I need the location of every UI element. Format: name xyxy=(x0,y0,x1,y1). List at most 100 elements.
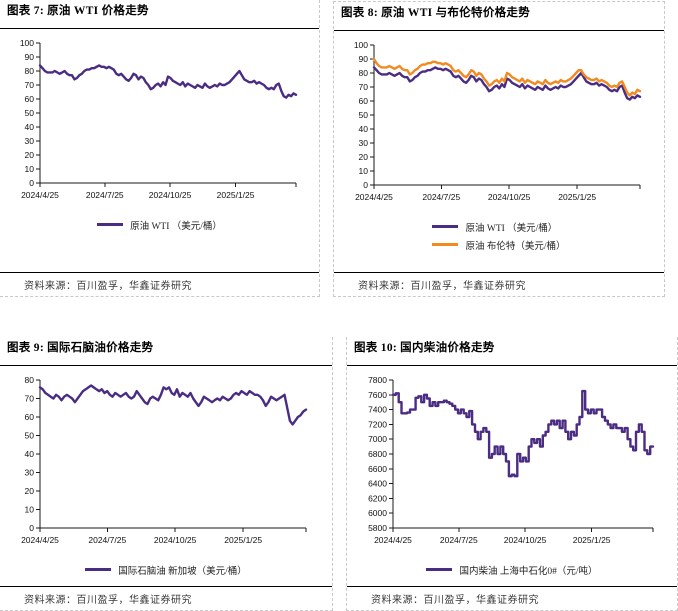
svg-text:50: 50 xyxy=(359,110,369,120)
series-line xyxy=(391,389,655,478)
chart-area: 0 10 20 30 40 50 60 70 80 90 100 2024/4/25 2024/7/25… xyxy=(334,31,664,213)
svg-text:7800: 7800 xyxy=(368,375,387,385)
svg-text:7600: 7600 xyxy=(368,390,387,400)
title-rule xyxy=(347,365,677,366)
legend-entries: 原油 WTI （美元/桶） 原油 布伦特（美元/桶） xyxy=(432,220,566,252)
wti-brent-price-chart: 0 10 20 30 40 50 60 70 80 90 100 2024/4/25 2024/7/25… xyxy=(354,40,642,202)
source-rule xyxy=(0,586,332,587)
svg-text:90: 90 xyxy=(359,54,369,64)
svg-text:30: 30 xyxy=(25,468,35,478)
legend-item: 原油 WTI （美元/桶） xyxy=(97,218,222,232)
svg-text:2025/1/25: 2025/1/25 xyxy=(224,535,262,545)
chart-panel-naphtha: 图表 9: 国际石脑油价格走势 0 10 20 30 40 50 60 70 80 2024/4/… xyxy=(0,337,333,611)
svg-text:2024/4/25: 2024/4/25 xyxy=(21,535,59,545)
svg-text:7000: 7000 xyxy=(368,434,387,444)
svg-text:10: 10 xyxy=(359,166,369,176)
legend-item: 原油 WTI （美元/桶） xyxy=(432,220,557,234)
svg-text:7200: 7200 xyxy=(368,419,387,429)
svg-text:6400: 6400 xyxy=(368,479,387,489)
svg-text:80: 80 xyxy=(25,66,35,76)
svg-text:70: 70 xyxy=(25,80,35,90)
svg-text:2024/10/25: 2024/10/25 xyxy=(154,535,197,545)
svg-text:50: 50 xyxy=(25,108,35,118)
chart-panel-diesel: 图表 10: 国内柴油价格走势 5800 6000 6200 6400 6600 6800… xyxy=(346,337,678,611)
series-line xyxy=(372,66,642,101)
diesel-price-chart: 5800 6000 6200 6400 6600 6800 7000 7200 7400 7600… xyxy=(368,375,655,545)
svg-text:60: 60 xyxy=(25,94,35,104)
source-note: 资料来源：百川盈孚，华鑫证券研究 xyxy=(371,595,539,606)
svg-text:2024/10/25: 2024/10/25 xyxy=(504,535,547,545)
legend-item: 国内柴油 上海中石化0#（元/吨） xyxy=(426,563,598,577)
chart-legend: 原油 WTI （美元/桶） 原油 布伦特（美元/桶） xyxy=(334,215,664,252)
legend-entries: 国际石脑油 新加坡（美元/桶） xyxy=(85,563,247,577)
panel-title: 图表 7: 原油 WTI 价格走势 xyxy=(7,5,149,17)
svg-text:20: 20 xyxy=(359,152,369,162)
svg-text:2024/4/25: 2024/4/25 xyxy=(374,535,412,545)
chart-legend: 国际石脑油 新加坡（美元/桶） xyxy=(0,558,332,577)
svg-text:40: 40 xyxy=(25,122,35,132)
svg-text:2024/7/25: 2024/7/25 xyxy=(88,535,126,545)
svg-text:100: 100 xyxy=(354,40,368,50)
legend-line-marker xyxy=(85,568,112,571)
svg-text:2025/1/25: 2025/1/25 xyxy=(573,535,611,545)
spacer xyxy=(347,577,677,587)
svg-text:6800: 6800 xyxy=(368,449,387,459)
svg-text:6000: 6000 xyxy=(368,508,387,518)
svg-text:2024/7/25: 2024/7/25 xyxy=(86,190,124,200)
chart-area: 0 10 20 30 40 50 60 70 80 2024/4/25 2024/7/25 2024/… xyxy=(0,366,332,556)
svg-text:6200: 6200 xyxy=(368,493,387,503)
chart-area: 5800 6000 6200 6400 6600 6800 7000 7200 7400 7600… xyxy=(347,366,677,556)
title-rule xyxy=(334,30,664,31)
legend-item: 原油 布伦特（美元/桶） xyxy=(432,238,566,252)
svg-text:5800: 5800 xyxy=(368,523,387,533)
legend-line-marker xyxy=(432,243,459,246)
series-line xyxy=(38,64,298,99)
title-rule xyxy=(0,365,332,366)
series-line xyxy=(38,384,308,426)
svg-text:2024/10/25: 2024/10/25 xyxy=(149,190,192,200)
chart-area: 0 10 20 30 40 50 60 70 80 90 100 2024/4/25 2024/7/25… xyxy=(0,29,319,211)
svg-text:7400: 7400 xyxy=(368,405,387,415)
svg-text:10: 10 xyxy=(25,505,35,515)
svg-text:60: 60 xyxy=(25,412,35,422)
legend-entries: 原油 WTI （美元/桶） xyxy=(97,218,222,232)
panel-title: 图表 10: 国内柴油价格走势 xyxy=(354,342,495,354)
source-note: 资料来源：百川盈孚，华鑫证券研究 xyxy=(358,281,526,292)
legend-line-marker xyxy=(97,223,124,226)
svg-text:0: 0 xyxy=(363,180,368,190)
legend-label: 原油 布伦特（美元/桶） xyxy=(465,241,566,252)
legend-label: 国内柴油 上海中石化0#（元/吨） xyxy=(459,566,598,577)
svg-text:70: 70 xyxy=(359,82,369,92)
svg-text:2025/1/25: 2025/1/25 xyxy=(558,192,596,202)
legend-label: 原油 WTI （美元/桶） xyxy=(130,221,222,232)
panel-title: 图表 8: 原油 WTI 与布伦特价格走势 xyxy=(341,7,531,19)
svg-text:10: 10 xyxy=(25,164,35,174)
svg-text:2024/4/25: 2024/4/25 xyxy=(21,190,59,200)
source-note: 资料来源：百川盈孚，华鑫证券研究 xyxy=(24,595,192,606)
chart-legend: 原油 WTI （美元/桶） xyxy=(0,213,319,232)
legend-line-marker xyxy=(432,225,459,228)
svg-text:40: 40 xyxy=(25,449,35,459)
svg-text:2024/4/25: 2024/4/25 xyxy=(355,192,393,202)
legend-line-marker xyxy=(426,568,453,571)
source-rule xyxy=(347,586,677,587)
svg-text:2024/7/25: 2024/7/25 xyxy=(422,192,460,202)
spacer xyxy=(0,232,319,273)
chart-panel-wti: 图表 7: 原油 WTI 价格走势 0 10 20 30 40 50 60 70 80 90 100… xyxy=(0,0,320,297)
svg-text:50: 50 xyxy=(25,431,35,441)
title-rule xyxy=(0,28,319,29)
svg-text:6600: 6600 xyxy=(368,464,387,474)
svg-text:2024/10/25: 2024/10/25 xyxy=(488,192,531,202)
legend-label: 国际石脑油 新加坡（美元/桶） xyxy=(118,566,247,577)
spacer xyxy=(0,577,332,587)
svg-text:70: 70 xyxy=(25,394,35,404)
svg-text:0: 0 xyxy=(29,178,34,188)
svg-text:20: 20 xyxy=(25,486,35,496)
svg-text:20: 20 xyxy=(25,150,35,160)
naphtha-price-chart: 0 10 20 30 40 50 60 70 80 2024/4/25 2024/7/25 2024/… xyxy=(21,375,308,545)
svg-text:90: 90 xyxy=(25,52,35,62)
svg-text:2024/7/25: 2024/7/25 xyxy=(440,535,478,545)
wti-price-chart: 0 10 20 30 40 50 60 70 80 90 100 2024/4/25 2024/7/25… xyxy=(20,38,298,200)
svg-text:2025/1/25: 2025/1/25 xyxy=(217,190,255,200)
chart-legend: 国内柴油 上海中石化0#（元/吨） xyxy=(347,558,677,577)
